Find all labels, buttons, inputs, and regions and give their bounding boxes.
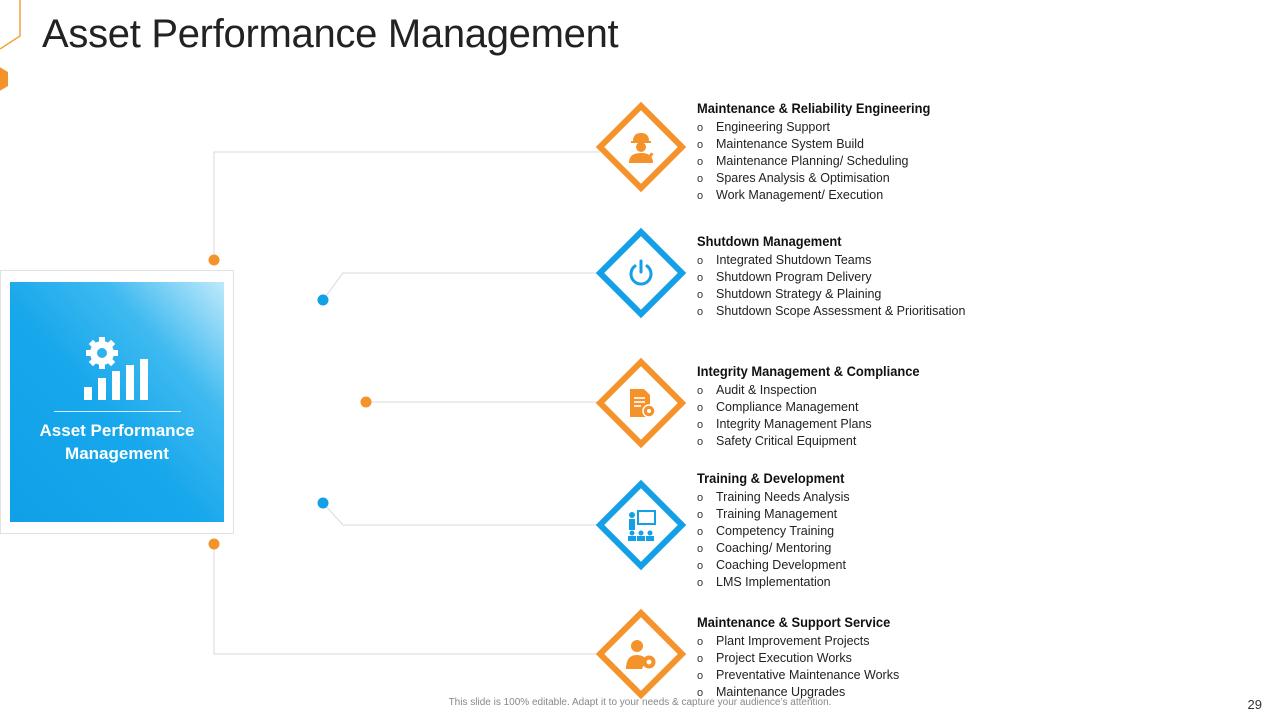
list-item: o Compliance Management bbox=[697, 400, 859, 414]
document-gear-icon bbox=[630, 389, 656, 418]
category-list: o Engineering Support o Maintenance System… bbox=[697, 119, 1027, 204]
list-item: o Training Management bbox=[697, 507, 838, 521]
list-item: o Maintenance Planning/ Scheduling bbox=[697, 154, 909, 168]
category-shutdown-management: Shutdown Management o Integrated Shutdown… bbox=[697, 232, 1027, 320]
hub-label: Asset Performance Management bbox=[39, 421, 195, 463]
category-integrity-management: Integrity Management & Compliance o Audit… bbox=[697, 362, 1027, 450]
category-list: o Audit & Inspection o Compliance Manageme… bbox=[697, 382, 1027, 450]
list-item: o Shutdown Program Delivery bbox=[697, 270, 872, 284]
list-item: o Competency Training bbox=[697, 524, 835, 538]
list-item: o Coaching/ Mentoring bbox=[697, 541, 832, 555]
hub-divider bbox=[54, 411, 181, 412]
footer-note: This slide is 100% editable. Adapt it to… bbox=[448, 697, 832, 708]
list-item: o Plant Improvement Projects bbox=[697, 634, 870, 648]
list-item: o Maintenance System Build bbox=[697, 137, 864, 151]
list-item: o Integrated Shutdown Teams bbox=[697, 253, 872, 267]
list-item: o Project Execution Works bbox=[697, 651, 852, 665]
page-title: Asset Performance Management bbox=[42, 12, 619, 56]
connector-dot-3 bbox=[360, 396, 372, 408]
gear-bar-chart-icon bbox=[84, 337, 148, 400]
connector-line-1 bbox=[213, 151, 600, 260]
person-gear-icon bbox=[626, 640, 656, 669]
power-icon bbox=[629, 259, 653, 286]
category-title: Maintenance & Reliability Engineering bbox=[697, 100, 931, 116]
list-item: o Coaching Development bbox=[697, 558, 846, 572]
list-item: o Spares Analysis & Optimisation bbox=[697, 171, 890, 185]
list-item: o Shutdown Strategy & Plaining bbox=[697, 287, 882, 301]
connector-line-4 bbox=[322, 502, 600, 526]
list-item: o Preventative Maintenance Works bbox=[697, 668, 900, 682]
connector-dot-2 bbox=[317, 294, 329, 306]
list-item: o Integrity Management Plans bbox=[697, 417, 872, 431]
page-number: 29 bbox=[1247, 697, 1262, 712]
corner-hexagon-decoration bbox=[0, 0, 21, 91]
connector-dot-1 bbox=[208, 254, 220, 266]
list-item: o Engineering Support bbox=[697, 120, 830, 134]
category-title: Shutdown Management bbox=[697, 233, 842, 249]
category-maintenance-support: Maintenance & Support Service o Plant Imp… bbox=[697, 613, 1027, 701]
category-title: Integrity Management & Compliance bbox=[697, 363, 920, 379]
connector-dot-4 bbox=[317, 497, 329, 509]
list-item: o Maintenance Upgrades bbox=[697, 685, 846, 699]
category-title: Maintenance & Support Service bbox=[697, 614, 891, 630]
engineer-with-tools-icon bbox=[629, 133, 654, 164]
list-item: o Training Needs Analysis bbox=[697, 490, 850, 504]
list-item: o Audit & Inspection bbox=[697, 383, 817, 397]
connector-dot-5 bbox=[208, 538, 220, 550]
connector-line-5 bbox=[213, 544, 600, 655]
category-training-development: Training & Development o Training Needs A… bbox=[697, 469, 1027, 591]
hub-box: Asset Performance Management bbox=[10, 282, 224, 522]
list-item: o Work Management/ Execution bbox=[697, 188, 884, 202]
list-item: o Shutdown Scope Assessment & Prioritisat… bbox=[697, 304, 966, 318]
connector-line-2 bbox=[322, 272, 600, 301]
category-list: o Training Needs Analysis o Training Manag… bbox=[697, 489, 1027, 591]
category-list: o Plant Improvement Projects o Project Exe… bbox=[697, 633, 1027, 701]
list-item: o LMS Implementation bbox=[697, 575, 831, 589]
category-title: Training & Development bbox=[697, 470, 845, 486]
category-list: o Integrated Shutdown Teams o Shutdown Pro… bbox=[697, 252, 1027, 320]
list-item: o Safety Critical Equipment bbox=[697, 434, 857, 448]
presentation-training-icon bbox=[628, 510, 656, 541]
